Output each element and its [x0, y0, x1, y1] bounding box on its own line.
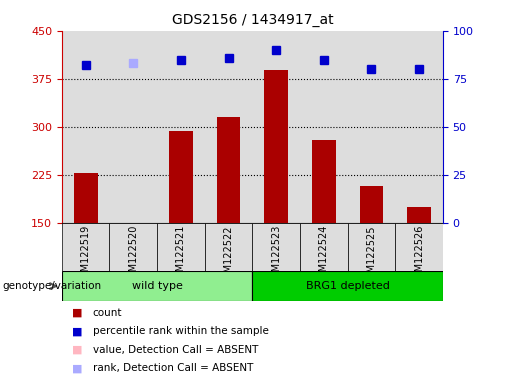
Text: percentile rank within the sample: percentile rank within the sample	[93, 326, 269, 336]
Bar	[157, 31, 204, 223]
Text: value, Detection Call = ABSENT: value, Detection Call = ABSENT	[93, 345, 258, 355]
Bar	[300, 223, 348, 271]
Text: GSM122526: GSM122526	[414, 225, 424, 285]
Bar	[204, 31, 252, 223]
Text: GSM122522: GSM122522	[224, 225, 233, 285]
Bar	[217, 117, 241, 223]
Bar	[407, 207, 431, 223]
Bar	[74, 173, 97, 223]
Text: GSM122524: GSM122524	[319, 225, 329, 285]
Text: GSM122521: GSM122521	[176, 225, 186, 285]
Text: GSM122519: GSM122519	[81, 225, 91, 285]
Text: GSM122520: GSM122520	[128, 225, 138, 285]
Bar	[252, 271, 443, 301]
Bar	[157, 223, 204, 271]
Text: ■: ■	[72, 345, 82, 355]
Bar	[62, 223, 109, 271]
Text: BRG1 depleted: BRG1 depleted	[306, 281, 389, 291]
Bar	[300, 31, 348, 223]
Bar	[169, 131, 193, 223]
Text: genotype/variation: genotype/variation	[3, 281, 101, 291]
Text: wild type: wild type	[132, 281, 182, 291]
Bar	[62, 31, 109, 223]
Bar	[252, 223, 300, 271]
Text: GSM122525: GSM122525	[367, 225, 376, 285]
Bar	[264, 70, 288, 223]
Bar	[395, 31, 443, 223]
Bar	[312, 139, 336, 223]
Text: GSM122523: GSM122523	[271, 225, 281, 285]
Text: rank, Detection Call = ABSENT: rank, Detection Call = ABSENT	[93, 363, 253, 373]
Text: count: count	[93, 308, 122, 318]
Bar	[395, 223, 443, 271]
Text: ■: ■	[72, 326, 82, 336]
Bar	[62, 271, 252, 301]
Bar	[348, 31, 395, 223]
Bar	[109, 223, 157, 271]
Bar	[122, 223, 145, 224]
Bar	[348, 223, 395, 271]
Bar	[109, 31, 157, 223]
Bar	[359, 186, 383, 223]
Bar	[204, 223, 252, 271]
Text: ■: ■	[72, 363, 82, 373]
Text: ■: ■	[72, 308, 82, 318]
Bar	[252, 31, 300, 223]
Title: GDS2156 / 1434917_at: GDS2156 / 1434917_at	[171, 13, 333, 27]
